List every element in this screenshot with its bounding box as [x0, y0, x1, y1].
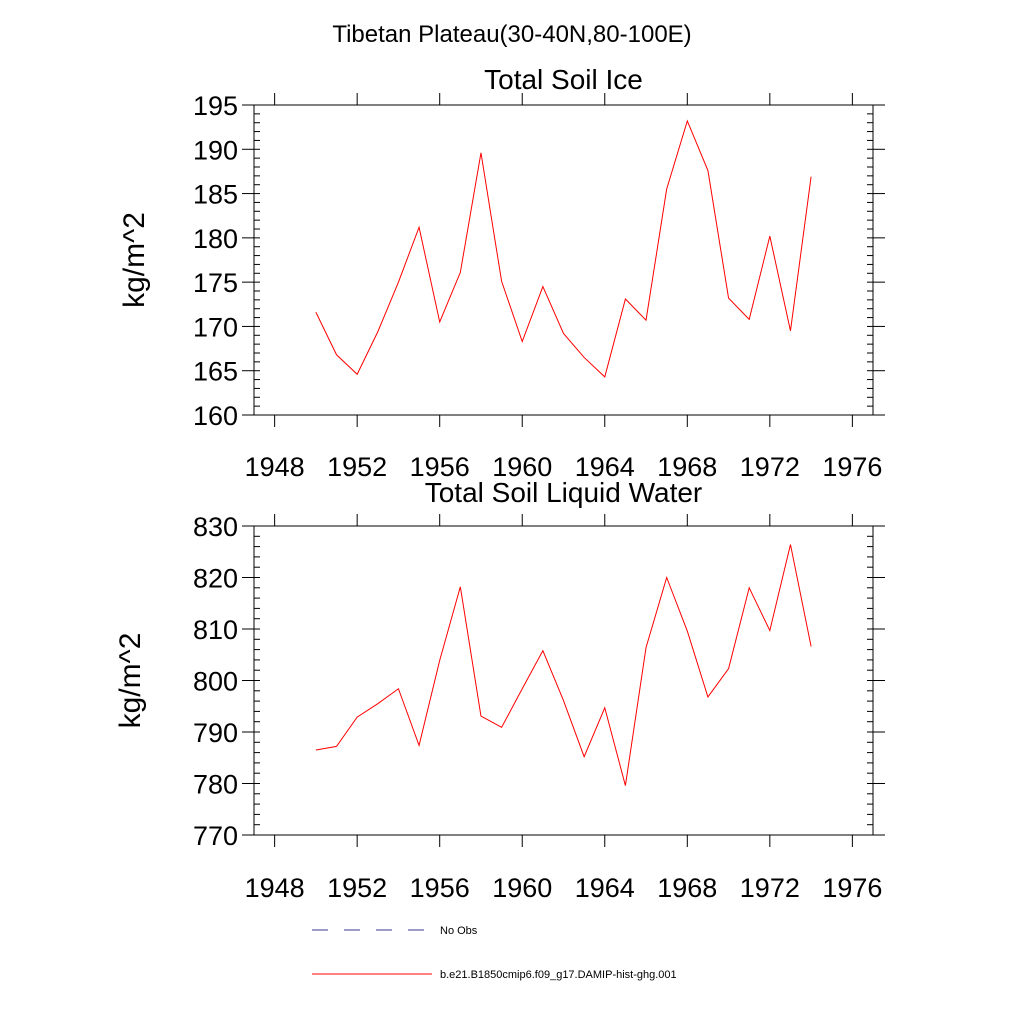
- legend: No Obs b.e21.B1850cmip6.f09_g17.DAMIP-hi…: [312, 925, 677, 981]
- soil-ice-y-tick-label: 175: [193, 268, 238, 298]
- soil-liquid-water-series-line: [315, 544, 812, 786]
- soil-ice-y-tick-label: 160: [193, 401, 238, 431]
- soil-ice-x-tick-label: 1960: [492, 452, 552, 482]
- soil-ice-x-tick-label: 1952: [327, 452, 387, 482]
- soil-liquid-water-y-axis-label: kg/m^2: [114, 633, 147, 729]
- soil-ice-title: Total Soil Ice: [484, 64, 643, 95]
- legend-model-label: b.e21.B1850cmip6.f09_g17.DAMIP-hist-ghg.…: [440, 969, 677, 981]
- soil-liquid-water-y-tick-label: 820: [193, 564, 238, 594]
- soil-ice-y-tick-label: 170: [193, 312, 238, 342]
- soil-ice-panel: Total Soil Ice kg/m^2 160 165 170 175 180 185 19…: [118, 64, 885, 482]
- soil-liquid-water-x-tick-label: 1960: [492, 873, 552, 903]
- soil-liquid-water-x-tick-label: 1956: [410, 873, 470, 903]
- soil-liquid-water-x-tick-label: 1948: [245, 873, 305, 903]
- legend-no-obs-label: No Obs: [440, 925, 478, 937]
- soil-ice-series-line: [315, 119, 812, 378]
- soil-liquid-water-y-tick-label: 770: [193, 821, 238, 851]
- soil-ice-y-tick-label: 165: [193, 357, 238, 387]
- soil-ice-x-tick-label: 1948: [245, 452, 305, 482]
- soil-ice-y-tick-label: 195: [193, 91, 238, 121]
- soil-liquid-water-y-tick-label: 780: [193, 770, 238, 800]
- figure-suptitle: Tibetan Plateau(30-40N,80-100E): [332, 21, 691, 48]
- soil-liquid-water-x-tick-label: 1968: [657, 873, 717, 903]
- soil-ice-x-tick-label: 1964: [575, 452, 635, 482]
- soil-liquid-water-x-tick-label: 1964: [575, 873, 635, 903]
- soil-liquid-water-y-tick-label: 800: [193, 667, 238, 697]
- soil-ice-x-tick-label: 1956: [410, 452, 470, 482]
- soil-liquid-water-title: Total Soil Liquid Water: [425, 477, 703, 508]
- soil-ice-y-tick-label: 180: [193, 224, 238, 254]
- soil-liquid-water-x-tick-label: 1972: [740, 873, 800, 903]
- soil-ice-x-tick-label: 1972: [740, 452, 800, 482]
- soil-liquid-water-x-tick-label: 1976: [822, 873, 882, 903]
- soil-ice-x-tick-label: 1968: [657, 452, 717, 482]
- soil-liquid-water-y-tick-label: 810: [193, 615, 238, 645]
- soil-liquid-water-y-tick-label: 790: [193, 718, 238, 748]
- soil-ice-y-axis-label: kg/m^2: [118, 212, 151, 308]
- soil-liquid-water-panel: Total Soil Liquid Water kg/m^2 770 780 790 80…: [114, 477, 885, 903]
- soil-liquid-water-y-tick-label: 830: [193, 512, 238, 542]
- soil-ice-y-tick-label: 185: [193, 180, 238, 210]
- soil-liquid-water-x-tick-label: 1952: [327, 873, 387, 903]
- soil-ice-plot-frame: [253, 104, 874, 416]
- soil-ice-y-tick-label: 190: [193, 135, 238, 165]
- soil-liquid-water-plot-frame: [253, 525, 874, 836]
- soil-ice-x-tick-label: 1976: [822, 452, 882, 482]
